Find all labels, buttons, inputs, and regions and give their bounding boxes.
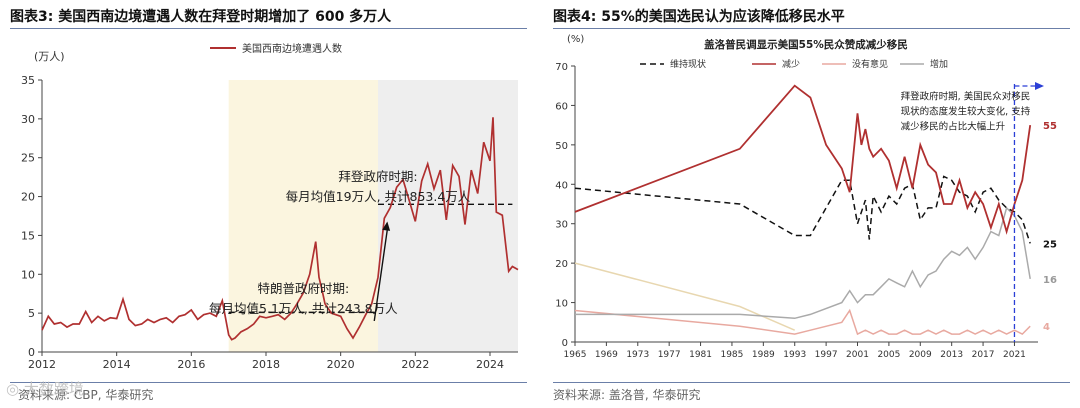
y-tick-label: 15 — [21, 229, 35, 242]
left-title-rule — [10, 28, 527, 29]
legend-entry-2: 没有意见 — [852, 58, 888, 70]
y-tick-label: 30 — [555, 220, 568, 231]
watermark-logo: ◎ 大数跨境 — [6, 380, 84, 398]
y-tick-label: 50 — [555, 141, 568, 152]
x-tick-label: 2014 — [103, 358, 131, 371]
annotation-1-line-0: 拜登政府时期: — [338, 169, 417, 184]
x-tick-label: 2016 — [177, 358, 205, 371]
right-chart-title: 图表4: 55%的美国选民认为应该降低移民水平 — [553, 9, 845, 25]
shaded-period-1 — [378, 80, 518, 352]
annotation-line-0: 拜登政府时期, 美国民众对移民 — [901, 91, 1031, 103]
legend-entry-0: 维持现状 — [670, 58, 706, 70]
marker-arrow-head — [1035, 82, 1044, 90]
annotation-0-line-0: 特朗普政府时期: — [257, 281, 349, 296]
series-line-3 — [575, 206, 1031, 320]
y-tick-label: 30 — [21, 113, 35, 126]
y-tick-label: 25 — [21, 152, 35, 165]
x-tick-label: 2005 — [877, 350, 900, 360]
series-line-encounters — [41, 117, 519, 341]
x-tick-label: 1993 — [783, 350, 806, 360]
legend-entry-3: 增加 — [930, 58, 948, 70]
y-tick-label: 60 — [555, 101, 568, 112]
end-label-0: 55 — [1043, 121, 1057, 132]
legend-entry-1: 减少 — [782, 58, 800, 70]
left-line-chart: 0 5 10 15 20 25 30 35 2012 2014 2016 2018 2020 2022 20… — [21, 42, 519, 371]
y-tick-label: 70 — [555, 62, 568, 73]
y-tick-label: 0 — [562, 338, 568, 349]
legend-entry: 美国西南边境遭遇人数 — [242, 42, 342, 55]
x-tick-label: 1989 — [752, 350, 775, 360]
left-source-rule — [10, 382, 527, 383]
y-axis-unit: (万人) — [34, 50, 65, 63]
end-label-3: 4 — [1043, 322, 1050, 333]
annotation-line-1: 现状的态度发生较大变化, 支持 — [901, 106, 1031, 118]
y-tick-label: 0 — [28, 346, 35, 359]
left-source-note: 资料来源: CBP, 华泰研究 — [18, 388, 154, 402]
end-label-2: 16 — [1043, 275, 1057, 286]
x-tick-label: 2024 — [476, 358, 504, 371]
annotation-0-line-1: 每月均值5.1万人, 共计243.8万人 — [209, 301, 398, 316]
x-tick-label: 2013 — [940, 350, 963, 360]
x-tick-label: 1997 — [815, 350, 838, 360]
annotation-1-line-1: 每月均值19万人, 共计853.4万人 — [286, 189, 471, 204]
chart-inner-title: 盖洛普民调显示美国55%民众赞成减少移民 — [704, 38, 908, 51]
x-tick-label: 2020 — [327, 358, 355, 371]
series-line-1 — [574, 84, 1032, 235]
right-source-rule — [553, 382, 1070, 383]
x-tick-label: 1985 — [720, 350, 743, 360]
x-tick-label: 1973 — [626, 350, 649, 360]
x-tick-label: 2001 — [846, 350, 869, 360]
y-tick-label: 5 — [28, 307, 35, 320]
trend-arrow-shaft — [373, 229, 389, 322]
series-line-2 — [574, 308, 1031, 336]
x-tick-label: 2009 — [909, 350, 932, 360]
shaded-period-0 — [228, 80, 378, 352]
y-tick-label: 20 — [555, 259, 568, 270]
x-tick-label: 2022 — [401, 358, 429, 371]
y-tick-label: 20 — [21, 191, 35, 204]
x-tick-label: 2017 — [972, 350, 995, 360]
right-title-rule — [553, 28, 1070, 29]
y-tick-label: 40 — [555, 180, 568, 191]
trend-arrow-head — [382, 221, 391, 231]
right-source-note: 资料来源: 盖洛普, 华泰研究 — [553, 388, 701, 402]
x-tick-label: 1965 — [564, 350, 587, 360]
y-tick-label: 10 — [555, 299, 568, 310]
left-chart-title: 图表3: 美国西南边境遭遇人数在拜登时期增加了 600 多万人 — [10, 9, 392, 25]
series-line-0 — [574, 175, 1031, 244]
y-tick-label: 10 — [21, 268, 35, 281]
x-tick-label: 2021 — [1003, 350, 1026, 360]
series-line-4 — [574, 262, 795, 331]
x-tick-label: 1977 — [658, 350, 681, 360]
right-line-chart: 0 10 20 30 40 50 60 70 1965 1969 1973 1977 1981 1985 1… — [555, 34, 1057, 360]
x-tick-label: 1969 — [595, 350, 618, 360]
x-tick-label: 1981 — [689, 350, 712, 360]
x-tick-label: 2012 — [28, 358, 56, 371]
y-tick-label: 35 — [21, 74, 35, 87]
annotation-line-2: 减少移民的占比大幅上升 — [901, 121, 1006, 133]
end-label-1: 25 — [1043, 239, 1057, 250]
y-axis-unit: (%) — [567, 34, 584, 45]
x-tick-label: 2018 — [252, 358, 280, 371]
